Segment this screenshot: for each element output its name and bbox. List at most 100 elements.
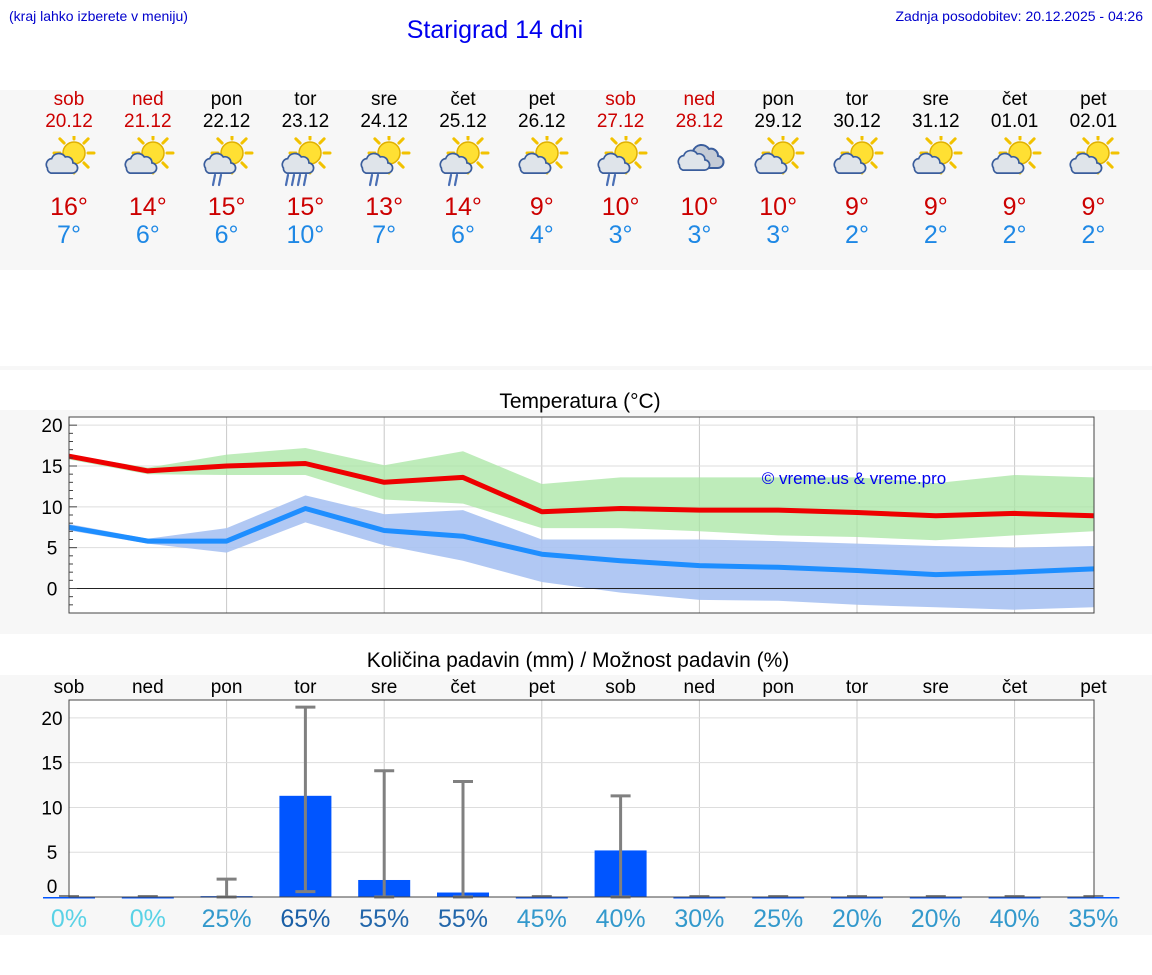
day-date: 27.12 <box>596 111 645 132</box>
day-date: 20.12 <box>45 111 93 132</box>
precipitation-x-label: čet <box>450 677 476 698</box>
precipitation-probability: 25% <box>202 905 252 933</box>
sun-cloud-icon <box>912 136 963 175</box>
min-temperature: 2° <box>845 221 869 249</box>
page-title: Starigrad 14 dni <box>406 16 584 44</box>
precipitation-x-label: pet <box>529 677 556 698</box>
sun-cloud-rain-icon <box>203 136 254 187</box>
precipitation-plot-frame <box>68 699 1095 898</box>
min-temperature: 6° <box>135 221 160 249</box>
max-temperature: 9° <box>923 193 948 221</box>
precipitation-y-tick-label: 10 <box>41 798 62 819</box>
day-column: sre 24.12 13° 7° <box>344 89 424 249</box>
max-temperature: 10° <box>680 193 719 221</box>
min-temperature: 10° <box>286 221 325 249</box>
day-name: sob <box>53 89 85 110</box>
min-temperature: 7° <box>372 221 397 249</box>
max-temperature: 13° <box>365 193 404 221</box>
separator-band <box>0 366 1152 370</box>
max-temperature: 14° <box>444 193 482 221</box>
temperature-y-tick-label: 5 <box>47 539 58 560</box>
precipitation-bar <box>673 897 726 899</box>
day-name: pet <box>528 89 555 110</box>
precipitation-bar <box>43 897 95 899</box>
precipitation-bar <box>1067 897 1120 899</box>
max-temperature-range-band <box>69 448 1094 541</box>
precipitation-probability: 40% <box>596 905 646 933</box>
precipitation-x-label: sob <box>605 677 636 698</box>
day-date: 25.12 <box>439 111 487 132</box>
precipitation-bar <box>831 897 883 899</box>
precipitation-x-label: pon <box>762 677 794 698</box>
day-column: ned 28.12 10° 3° <box>659 89 739 249</box>
min-temperature-range-band <box>69 495 1094 610</box>
sun-cloud-icon <box>991 136 1042 175</box>
min-temperature: 2° <box>923 221 948 249</box>
day-date: 22.12 <box>202 111 251 132</box>
precipitation-x-label: sob <box>54 677 85 698</box>
precipitation-probability: 30% <box>674 905 724 933</box>
temperature-chart-title: Temperatura (°C) <box>499 390 660 413</box>
sun-cloud-icon <box>833 136 884 175</box>
precipitation-probability: 45% <box>517 905 567 933</box>
day-name: sob <box>605 89 636 110</box>
day-column: pon 22.12 15° 6° <box>187 89 267 249</box>
day-column: čet 01.01 9° 2° <box>975 89 1055 249</box>
copyright-watermark: © vreme.us & vreme.pro <box>762 469 946 488</box>
max-temperature: 10° <box>759 193 798 221</box>
precipitation-bar <box>515 897 568 899</box>
day-name: tor <box>845 89 869 110</box>
max-temperature: 9° <box>1081 193 1106 221</box>
precipitation-probability: 0% <box>51 905 87 933</box>
max-temperature: 9° <box>529 193 554 221</box>
day-date: 21.12 <box>124 111 172 132</box>
precipitation-bar <box>909 897 962 899</box>
day-column: pet 26.12 9° 4° <box>502 89 582 249</box>
sun-cloud-heavy-rain-icon <box>281 136 332 187</box>
day-name: pon <box>210 89 243 110</box>
sun-cloud-rain-icon <box>597 136 648 187</box>
precipitation-x-label: čet <box>1002 677 1028 698</box>
precipitation-x-label: ned <box>684 677 716 698</box>
min-temperature: 4° <box>529 221 554 249</box>
precipitation-bar <box>121 897 174 899</box>
max-temperature-line <box>68 453 1096 519</box>
precipitation-y-tick-label: 0 <box>47 877 58 898</box>
day-column: pet 02.01 9° 2° <box>1053 89 1133 249</box>
min-temperature: 2° <box>1081 221 1106 249</box>
min-temperature: 3° <box>766 221 791 249</box>
sun-cloud-rain-icon <box>360 136 411 187</box>
day-name: čet <box>1001 89 1028 110</box>
day-name: ned <box>131 89 164 110</box>
min-temperature: 2° <box>1002 221 1027 249</box>
day-date: 01.01 <box>990 111 1039 132</box>
max-temperature: 16° <box>50 193 88 221</box>
precipitation-x-label: pon <box>211 677 243 698</box>
precipitation-probability: 20% <box>832 905 882 933</box>
sun-cloud-icon <box>124 136 175 175</box>
day-column: tor 30.12 9° 2° <box>817 89 897 249</box>
last-update: Zadnja posodobitev: 20.12.2025 - 04:26 <box>895 8 1143 24</box>
day-name: sre <box>922 89 949 110</box>
precipitation-x-label: tor <box>294 677 317 698</box>
precipitation-x-label: sre <box>371 677 397 698</box>
temperature-y-tick-label: 20 <box>41 416 62 437</box>
day-date: 24.12 <box>360 111 408 132</box>
min-temperature: 6° <box>214 221 239 249</box>
precipitation-chart-title: Količina padavin (mm) / Možnost padavin … <box>367 649 790 672</box>
day-name: ned <box>683 89 716 110</box>
day-date: 26.12 <box>518 111 566 132</box>
sun-cloud-icon <box>1069 136 1120 175</box>
min-temperature: 3° <box>608 221 633 249</box>
day-column: pon 29.12 10° 3° <box>738 89 818 249</box>
max-temperature: 9° <box>845 193 869 221</box>
precipitation-x-label: tor <box>846 677 869 698</box>
day-date: 30.12 <box>833 111 881 132</box>
precipitation-x-label: sre <box>923 677 949 698</box>
day-name: pet <box>1080 89 1107 110</box>
max-temperature: 10° <box>601 193 640 221</box>
day-date: 02.01 <box>1069 111 1118 132</box>
precipitation-probability: 25% <box>753 905 803 933</box>
day-date: 28.12 <box>675 111 724 132</box>
